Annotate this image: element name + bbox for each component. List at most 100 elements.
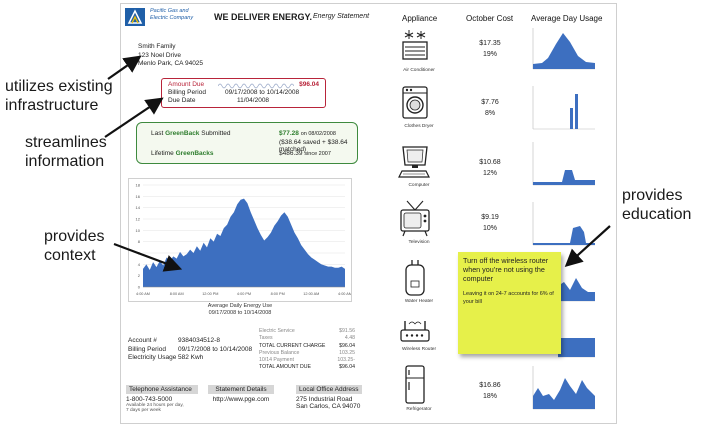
billing-period-label: Billing Period [168,89,206,96]
charge-value: 103.25- [337,357,355,364]
due-date-label: Due Date [168,97,196,104]
customer-city: Menlo Park, CA 94025 [138,60,204,67]
account-values: 9384034512-8 09/17/2008 to 10/14/2008 58… [178,337,252,363]
customer-name: Smith Family [138,43,176,50]
cost-pct: 8% [484,110,496,117]
due-date-value: 11/04/2008 [237,97,270,104]
company-name: Pacific Gas and Electric Company [150,8,210,22]
chart-y-tick-label: 0 [138,285,141,290]
charge-row: Electric Service $91.56 [259,328,355,335]
annotation-infrastructure: utilizes existing infrastructure [5,78,113,114]
charge-label: Previous Balance [259,349,300,356]
cost-refrigerator: $16.86 18% [465,380,515,402]
cost-pct: 10% [482,225,497,232]
lifetime-amount: $486.39 [279,150,303,157]
last-greenback-brand: GreenBack [165,130,200,137]
charge-label: TOTAL CURRENT CHARGE [259,342,326,349]
statement-title: Energy Statement [313,13,370,20]
refrigerator-icon [405,365,425,404]
television-icon [400,200,430,237]
greenback-box: Last GreenBack Submitted $77.28 on 08/02… [136,122,358,164]
customer-street: 123 Noel Drive [138,51,181,59]
cost-air-conditioner: $17.35 19% [465,38,515,60]
appliance-label-air-conditioner: Air Conditioner [403,68,435,73]
charge-label: Electric Service [259,328,295,334]
last-greenback-amount: $77.28 [279,130,299,137]
lifetime-since: since 2007 [304,151,331,157]
last-greenback-prefix: Last [151,130,166,137]
sticky-note-tip: Turn off the wireless router when you’re… [458,252,561,354]
office-heading: Local Office Address [296,385,362,394]
chart-y-tick-label: 2 [138,273,141,278]
lifetime-greenback-label: Lifetime GreenBacks [151,150,214,157]
chart-x-tick-label: 4:00 PM [237,292,251,296]
cost-value: $7.76 [481,99,499,106]
account-number: 9384034512-8 [178,337,220,344]
charge-label: 10/14 Payment [259,357,294,364]
greenback-breakdown: ($38.64 saved + $38.64 matched) [279,139,348,153]
lifetime-brand: GreenBacks [175,150,214,157]
cost-clothes-dryer: $7.76 8% [465,97,515,119]
chart-x-tick-label: 12:00 AM [303,292,319,296]
annotation-context: provides context [44,228,105,264]
chart-y-tick-label: 16 [136,194,141,199]
office-section: Local Office Address 275 Industrial Road… [296,385,362,410]
charge-label: TOTAL AMOUNT DUE [259,364,311,371]
air-conditioner-icon [402,30,428,60]
chart-x-tick-label: 8:00 AM [170,292,184,296]
cost-television: $9.19 10% [465,212,515,234]
usage-chart-computer [532,142,595,186]
statement-details-section: Statement Details http://www.pge.com [208,385,274,403]
usage-chart-television [532,202,595,246]
appliance-label-television: Television [408,240,430,245]
amount-due-box: Amount Due $96.04 Billing Period 09/17/2… [161,78,326,108]
chart-x-tick-label: 4:00 AM [136,292,150,296]
chart-title: Average Daily Energy Use [207,303,273,309]
account-usage-label: Electricity Usage [128,354,177,361]
usage-chart-refrigerator [532,366,595,410]
charge-value: 4.48 [344,335,355,342]
charges-table: Electric Service $91.56 Taxes 4.48 TOTAL C… [259,328,355,372]
slogan: WE DELIVER ENERGY. [214,12,313,22]
lifetime-prefix: Lifetime [151,150,176,157]
usage-chart-clothes-dryer [532,86,595,130]
cost-pct: 19% [482,51,497,58]
phone-number: 1-800-743-5000 [126,396,173,403]
last-greenback-date: on 08/02/2008 [300,131,336,137]
amount-due-value: $96.04 [299,81,319,88]
last-greenback-label: Last GreenBack Submitted [151,130,231,137]
appliance-label-computer: Computer [408,183,430,188]
charge-row: Previous Balance 103.25 [259,350,355,357]
charge-row: TOTAL AMOUNT DUE $96.04 [259,364,355,371]
sticky-note-sub: Leaving it on 24-7 accounts for 6% of yo… [463,291,554,305]
cost-value: $10.68 [479,159,501,166]
account-label: Account # [128,337,157,344]
annotation-education: provides education [622,187,692,223]
billing-period-value: 09/17/2008 to 10/14/2008 [225,89,300,96]
daily-energy-chart: 0 2 4 6 8 10 12 14 16 18 4:00 AM 8:00 AM 12:00 PM 4:0… [128,178,352,302]
chart-y-tick-label: 12 [136,217,141,222]
charge-value: $96.04 [339,342,355,349]
phone-heading: Telephone Assistance [126,385,198,394]
chart-y-tick-label: 14 [136,205,141,210]
appliance-label-refrigerator: Refrigerator [406,407,432,412]
chart-x-tick-label: 12:00 PM [202,292,218,296]
chart-y-tick-label: 6 [138,251,141,256]
appliance-label-clothes-dryer: Clothes Dryer [404,124,434,129]
usage-chart-water-heater [558,278,595,302]
account-period: 09/17/2008 to 10/14/2008 [178,345,253,353]
last-greenback-amount-row: $77.28 on 08/02/2008 [279,130,336,137]
charge-value: 103.25 [339,349,355,356]
statement-details-heading: Statement Details [208,385,274,394]
office-line1: 275 Industrial Road [296,396,353,403]
cost-value: $9.19 [481,214,499,221]
chart-y-tick-label: 8 [138,239,141,244]
usage-chart-air-conditioner [532,28,595,70]
clothes-dryer-icon [402,86,428,119]
account-period-label: Billing Period [128,345,166,353]
phone-section: Telephone Assistance 1-800-743-5000 Avai… [126,385,198,413]
statement-url[interactable]: http://www.pge.com [212,396,270,403]
daily-energy-chart-svg: 0 2 4 6 8 10 12 14 16 18 4:00 AM 8:00 AM 12:00 PM 4:0… [136,183,352,297]
appliance-label-water-heater: Water Heater [404,299,434,304]
amount-due-label: Amount Due [168,81,205,88]
